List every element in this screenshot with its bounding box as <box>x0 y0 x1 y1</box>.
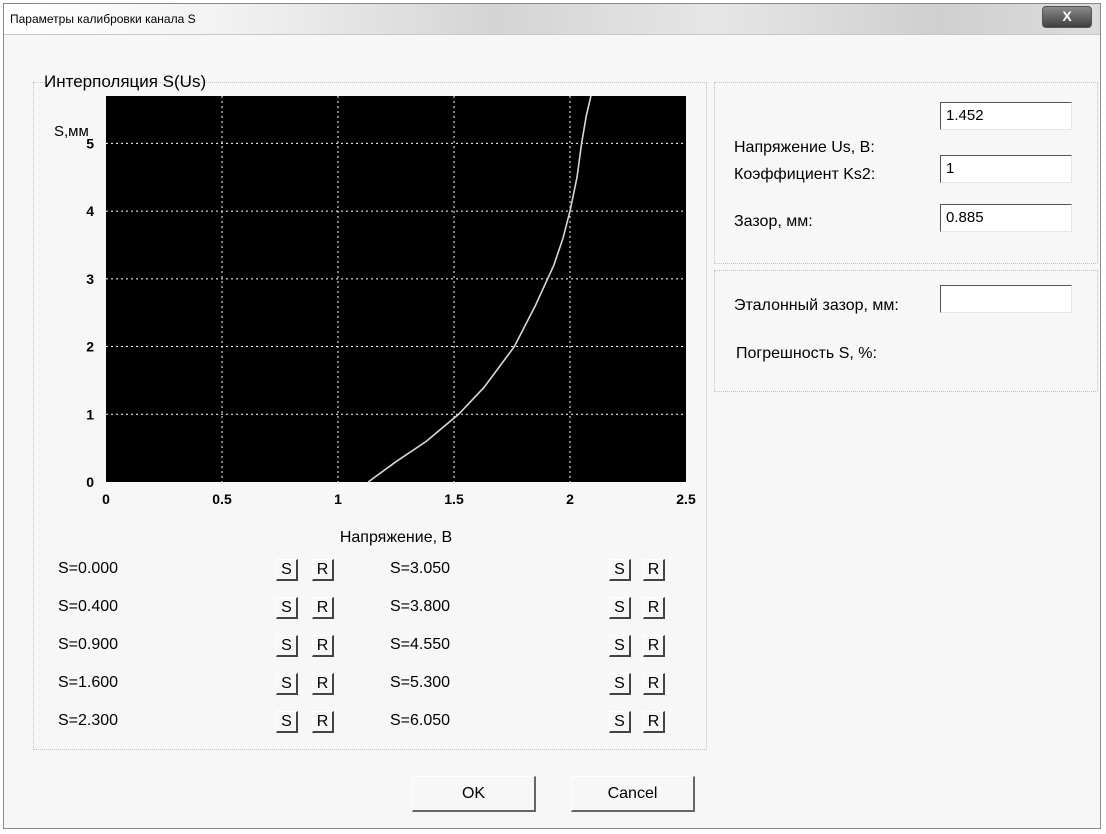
y-tick-label: 1 <box>86 406 94 422</box>
x-tick-label: 1 <box>334 491 342 507</box>
y-axis-label: S,мм <box>54 123 89 140</box>
set-point-button[interactable]: S <box>276 597 298 619</box>
point-label: S=0.400 <box>58 598 119 615</box>
reset-point-button[interactable]: R <box>312 673 334 695</box>
y-tick-label: 4 <box>86 203 94 219</box>
point-label: S=5.300 <box>390 674 451 691</box>
set-point-button[interactable]: S <box>609 597 631 619</box>
gap-label: Зазор, мм: <box>734 213 813 230</box>
point-label: S=4.550 <box>390 636 451 653</box>
x-tick-label: 0 <box>102 491 110 507</box>
close-button[interactable]: X <box>1042 6 1092 28</box>
gap-field[interactable]: 0.885 <box>940 204 1072 232</box>
x-tick-label: 2.5 <box>676 491 696 507</box>
window-title: Параметры калибровки канала S <box>10 12 196 26</box>
point-label: S=0.000 <box>58 560 119 577</box>
reference-gap-field[interactable] <box>940 285 1072 313</box>
error-label: Погрешность S, %: <box>736 345 877 362</box>
y-tick-label: 0 <box>86 474 94 490</box>
reset-point-button[interactable]: R <box>643 559 665 581</box>
x-tick-label: 1.5 <box>444 491 464 507</box>
reset-point-button[interactable]: R <box>643 635 665 657</box>
plot-title: Интерполяция S(Us) <box>44 72 207 91</box>
reset-point-button[interactable]: R <box>312 559 334 581</box>
set-point-button[interactable]: S <box>609 559 631 581</box>
set-point-button[interactable]: S <box>276 559 298 581</box>
set-point-button[interactable]: S <box>276 711 298 733</box>
point-label: S=3.800 <box>390 598 451 615</box>
calibration-curve <box>367 95 592 483</box>
coefficient-field[interactable]: 1 <box>940 155 1072 183</box>
reset-point-button[interactable]: R <box>312 711 334 733</box>
readings-group <box>714 82 1098 264</box>
reset-point-button[interactable]: R <box>312 635 334 657</box>
calibration-chart: S,мм 0 0.5 1 1.5 2 2.5 0 1 2 3 4 5 Напряжение, В <box>54 95 696 546</box>
y-tick-label: 3 <box>86 271 94 287</box>
voltage-field[interactable]: 1.452 <box>940 102 1072 130</box>
reset-point-button[interactable]: R <box>643 673 665 695</box>
voltage-label: Напряжение Us, В: <box>734 139 875 156</box>
set-point-button[interactable]: S <box>609 673 631 695</box>
y-tick-label: 5 <box>86 135 94 151</box>
point-label: S=2.300 <box>58 712 119 729</box>
reference-group <box>714 270 1098 392</box>
set-point-button[interactable]: S <box>609 711 631 733</box>
y-tick-label: 2 <box>86 339 94 355</box>
set-point-button[interactable]: S <box>276 673 298 695</box>
title-bar: Параметры калибровки канала S X <box>4 4 1100 35</box>
ok-button[interactable]: OK <box>412 776 536 812</box>
point-label: S=6.050 <box>390 712 451 729</box>
cancel-button[interactable]: Cancel <box>571 776 695 812</box>
reset-point-button[interactable]: R <box>643 711 665 733</box>
reset-point-button[interactable]: R <box>643 597 665 619</box>
point-label: S=3.050 <box>390 560 451 577</box>
plot-group <box>33 82 707 750</box>
reset-point-button[interactable]: R <box>312 597 334 619</box>
plot-area <box>106 96 686 482</box>
x-axis-label: Напряжение, В <box>340 529 452 546</box>
coefficient-label: Коэффициент Ks2: <box>734 166 876 183</box>
point-label: S=1.600 <box>58 674 119 691</box>
reference-gap-label: Эталонный зазор, мм: <box>734 297 899 314</box>
set-point-button[interactable]: S <box>609 635 631 657</box>
x-tick-label: 0.5 <box>212 491 232 507</box>
x-tick-label: 2 <box>566 491 574 507</box>
set-point-button[interactable]: S <box>276 635 298 657</box>
point-label: S=0.900 <box>58 636 119 653</box>
